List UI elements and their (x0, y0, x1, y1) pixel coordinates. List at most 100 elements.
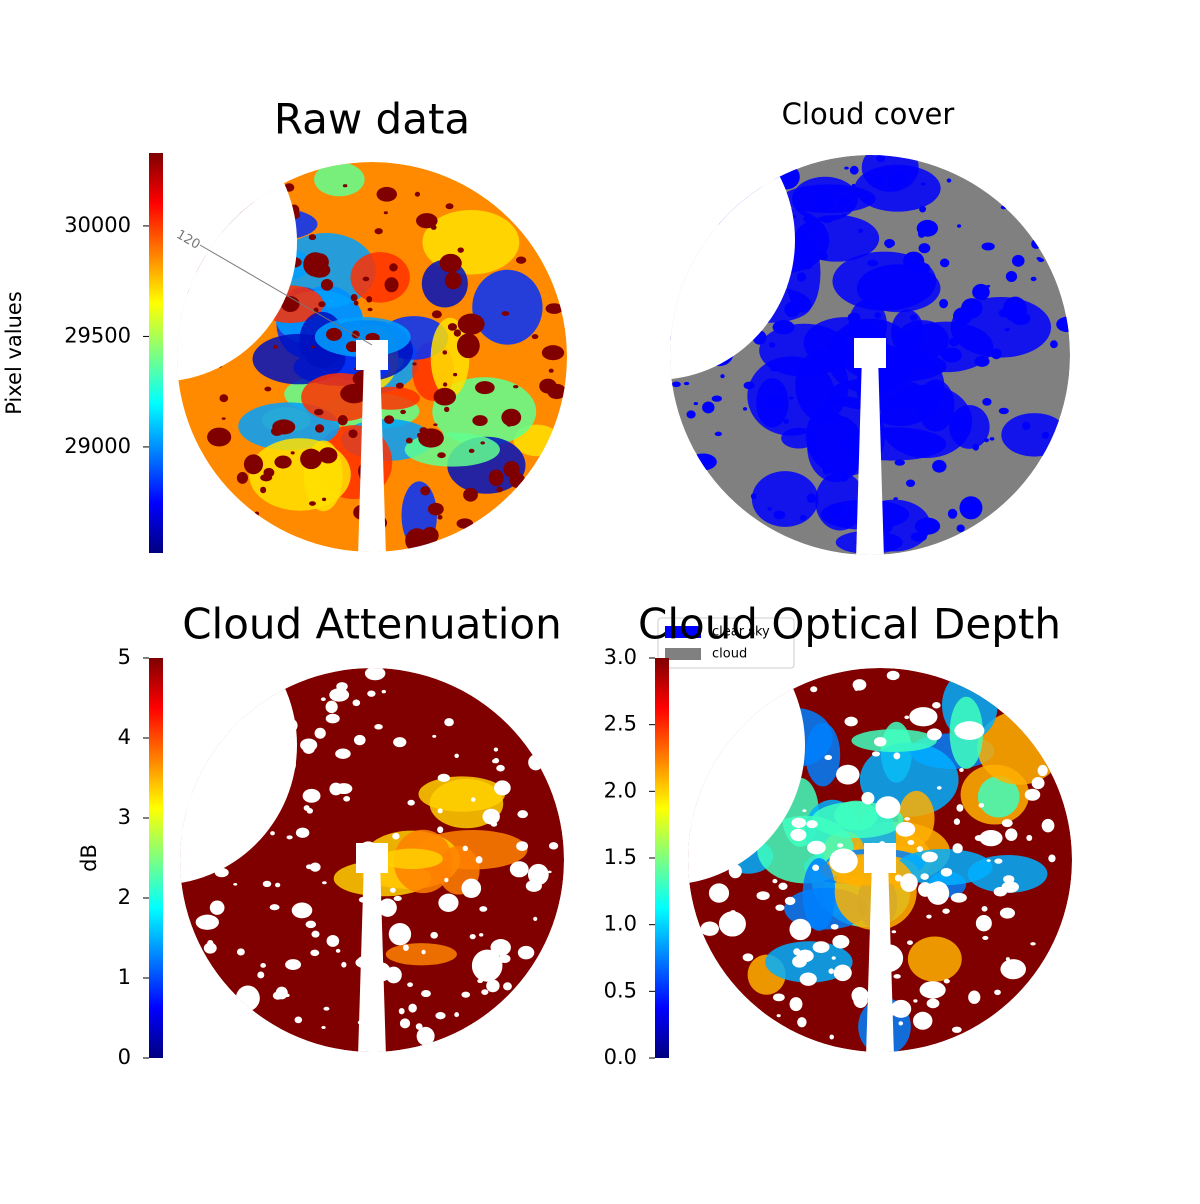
sky-blob (994, 989, 1001, 996)
sky-blob (788, 396, 794, 400)
sky-blob (821, 215, 834, 223)
sky-blob (337, 415, 348, 426)
sky-blob (940, 867, 953, 877)
sky-blob (940, 352, 945, 358)
sky-blob (1037, 764, 1048, 777)
sky-blob (320, 697, 326, 702)
sky-blob (1048, 854, 1056, 863)
sky-patch (898, 790, 935, 846)
sky-blob (310, 345, 315, 349)
sky-blob (778, 882, 788, 890)
sky-patch (807, 414, 865, 483)
sky-patch (432, 377, 537, 446)
sky-blob (516, 841, 529, 852)
legend-swatch (665, 626, 701, 638)
sky-blob (376, 186, 397, 202)
sky-blob (416, 1026, 435, 1046)
sky-blob (959, 496, 983, 520)
sky-blob (437, 514, 443, 520)
sky-blob (1001, 881, 1019, 893)
sky-blob (335, 948, 341, 953)
sky-blob (343, 796, 351, 802)
sky-blob (802, 809, 807, 813)
sky-blob (968, 990, 981, 1004)
colorbar-tick-label: 30000 (64, 213, 131, 237)
sky-blob (326, 934, 340, 947)
sky-blob (683, 381, 690, 386)
sky-blob (981, 906, 988, 912)
sky-blob (290, 451, 295, 455)
sky-blob (300, 738, 318, 752)
center-block (854, 338, 886, 368)
sky-blob (475, 381, 495, 395)
sky-blob (420, 486, 431, 496)
sky-blob (1005, 957, 1010, 961)
sky-blob (454, 1012, 460, 1018)
sky-blob (528, 754, 544, 771)
sky-blob (953, 818, 961, 825)
sky-blob (919, 981, 946, 999)
sky-blob (1004, 327, 1010, 332)
sky-blob (496, 764, 505, 772)
sky-blob (1041, 818, 1055, 833)
sky-blob (405, 528, 429, 552)
sky-blob (829, 848, 858, 874)
sky-blob (1000, 205, 1007, 210)
sky-blob (693, 402, 699, 406)
sky-blob (1000, 959, 1026, 980)
sky-blob (308, 501, 316, 506)
sky-patch (751, 471, 819, 527)
sky-blob (893, 974, 901, 979)
sky-blob (756, 891, 770, 901)
sky-blob (322, 881, 327, 885)
sky-blob (285, 993, 290, 998)
sky-blob (873, 737, 887, 747)
sky-blob (513, 385, 519, 389)
sky-blob (393, 737, 407, 748)
sky-blob (412, 362, 417, 366)
sky-blob (981, 242, 995, 251)
sky-blob (1001, 819, 1013, 828)
sky-blob (294, 1016, 303, 1024)
sky-blob (367, 690, 376, 697)
sky-blob (932, 368, 937, 372)
sky-blob (418, 428, 444, 448)
sky-blob (308, 234, 317, 241)
colorbar-tick-label: 29500 (64, 323, 131, 347)
sky-blob (959, 767, 964, 773)
sky-blob (983, 438, 990, 443)
sky-blob (851, 183, 856, 189)
sky-blob (414, 191, 421, 197)
sky-blob (849, 203, 855, 208)
colorbar-tick-label: 2 (118, 885, 131, 909)
sky-blob (943, 978, 950, 984)
sky-blob (313, 408, 324, 416)
sky-blob (321, 1025, 326, 1029)
sky-blob (547, 870, 552, 874)
sky-blob (302, 788, 321, 803)
sky-blob (847, 508, 859, 518)
sky-blob (353, 300, 359, 306)
sky-blob (844, 166, 849, 170)
sky-image (670, 155, 1070, 555)
sky-blob (318, 301, 326, 308)
sky-patch (977, 776, 1020, 818)
sky-blob (431, 310, 442, 319)
sky-blob (826, 412, 842, 424)
sky-blob (389, 263, 398, 272)
sky-blob (272, 991, 283, 1000)
sky-blob (303, 805, 310, 811)
sky-blob (830, 923, 839, 930)
sky-blob (836, 843, 844, 848)
sky-blob (286, 835, 293, 840)
sky-blob (254, 511, 260, 516)
mast-shadow (358, 860, 386, 1052)
sky-blob (442, 382, 448, 387)
sky-blob (444, 406, 450, 413)
sky-blob (903, 251, 925, 271)
sky-blob (367, 307, 373, 312)
sky-blob (447, 323, 458, 331)
sky-blob (269, 904, 280, 911)
sky-blob (891, 930, 897, 934)
sky-blob (932, 702, 941, 709)
